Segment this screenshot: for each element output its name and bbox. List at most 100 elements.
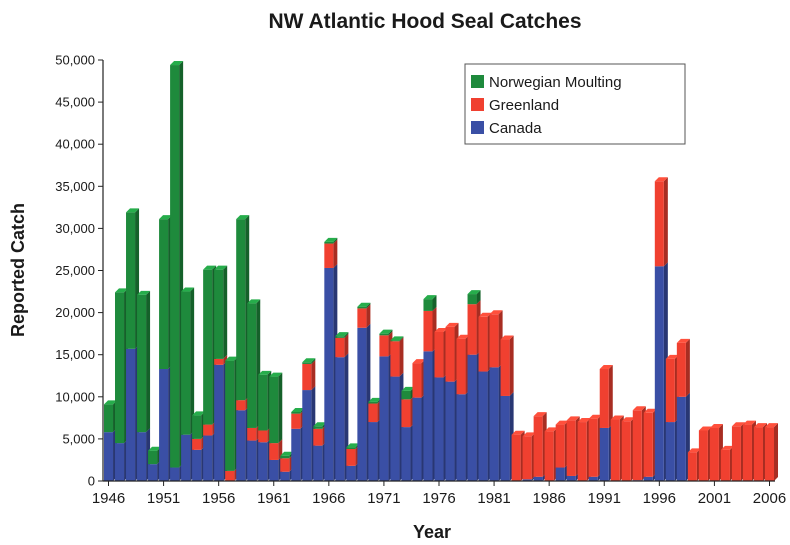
bar-face [159,369,169,481]
bar-top [203,265,217,270]
bar-face [390,340,400,342]
bar-face [269,443,279,460]
bar-top [665,354,679,359]
bar-face [181,434,191,481]
bar-top [577,418,591,423]
legend-swatch [471,98,484,111]
bar-side [476,290,481,305]
bar-face [324,241,334,244]
bar-face [555,467,565,481]
x-axis-ticks: 1946 1951 1956 1961 1966 1971 1976 1981 1986 1991… [92,481,786,507]
bar-face [236,400,246,411]
bar-face [599,427,609,481]
bar-top [103,400,118,405]
chart-title: NW Atlantic Hood Seal Catches [268,10,581,33]
bar-face [225,360,235,471]
bar-top [181,287,195,292]
bar-side [432,295,437,311]
bar-segment-norwegian-moulting-1953 [181,287,195,435]
bar-face [390,341,400,377]
bar-top [115,288,129,293]
bar-side [509,335,514,396]
bar-segment-greenland-1991 [599,365,613,428]
bar-face [214,269,224,359]
bar-face [247,427,257,441]
bar-side [333,237,338,244]
bar-face [379,335,389,357]
bar-top [555,420,569,425]
bar-segment-greenland-2006 [764,423,779,481]
bar-face [500,395,510,481]
bar-face [522,436,532,480]
bar-face [302,363,312,391]
bar-side [685,338,690,397]
bar-top [170,61,184,66]
bar-top [610,415,624,420]
bar-side [366,304,371,328]
bar-side [190,287,195,435]
bar-top [654,177,668,182]
bar-face [511,434,521,481]
bar-face [698,430,708,481]
bar-top [544,427,558,432]
bar-face [137,294,147,433]
y-tick-label: 5,000 [62,431,95,446]
bar-top [698,426,712,431]
bar-top [753,423,767,428]
bar-face [412,397,422,481]
x-tick-label: 1991 [588,490,621,507]
bar-face [269,459,279,481]
bar-face [181,291,191,435]
legend: Norwegian Moulting Greenland Canada [464,63,686,145]
bar-face [357,327,367,481]
bar-top [445,322,459,327]
bar-face [522,479,532,481]
bar-face [434,377,444,481]
bar-top [434,327,448,332]
bar-face [203,435,213,481]
bar-face [533,476,543,481]
bar-face [170,65,180,468]
bar-face [423,299,433,311]
bar-segment-norwegian-moulting-1969 [357,302,371,309]
bar-top [280,451,294,456]
bar-top [225,356,239,361]
bar-top [159,215,173,220]
bar-face [148,464,158,481]
bar-face [313,445,323,481]
bar-top [324,237,338,242]
bar-segment-norwegian-moulting-1964 [302,358,316,364]
legend-swatch [471,121,484,134]
bar-face [236,219,246,401]
bar-top [379,329,393,334]
bars-group [103,61,779,481]
bar-face [742,424,752,481]
bar-face [544,431,554,481]
bar-face [643,476,653,481]
bar-face [115,443,125,481]
bar-segment-norwegian-moulting-1979 [467,290,481,305]
y-tick-label: 0 [88,474,95,489]
bar-side [333,239,338,268]
bar-top [489,310,503,315]
bar-face [192,449,202,481]
bar-segment-norwegian-moulting-1967 [335,332,349,338]
bar-face [214,364,224,481]
bar-face [302,390,312,481]
bar-top [258,370,272,375]
y-tick-label: 30,000 [55,221,95,236]
bar-side [774,423,779,481]
y-tick-label: 15,000 [55,347,95,362]
bar-face [401,399,411,428]
bar-segment-norwegian-moulting-1956 [214,265,228,359]
bar-face [280,455,290,459]
bar-face [225,470,235,481]
bar-side [344,332,349,338]
bar-side [399,336,404,342]
bar-face [357,308,367,328]
bar-side [366,302,371,309]
bar-face [335,337,345,358]
bar-face [401,390,411,400]
bar-face [324,243,334,268]
bar-side [146,290,151,433]
